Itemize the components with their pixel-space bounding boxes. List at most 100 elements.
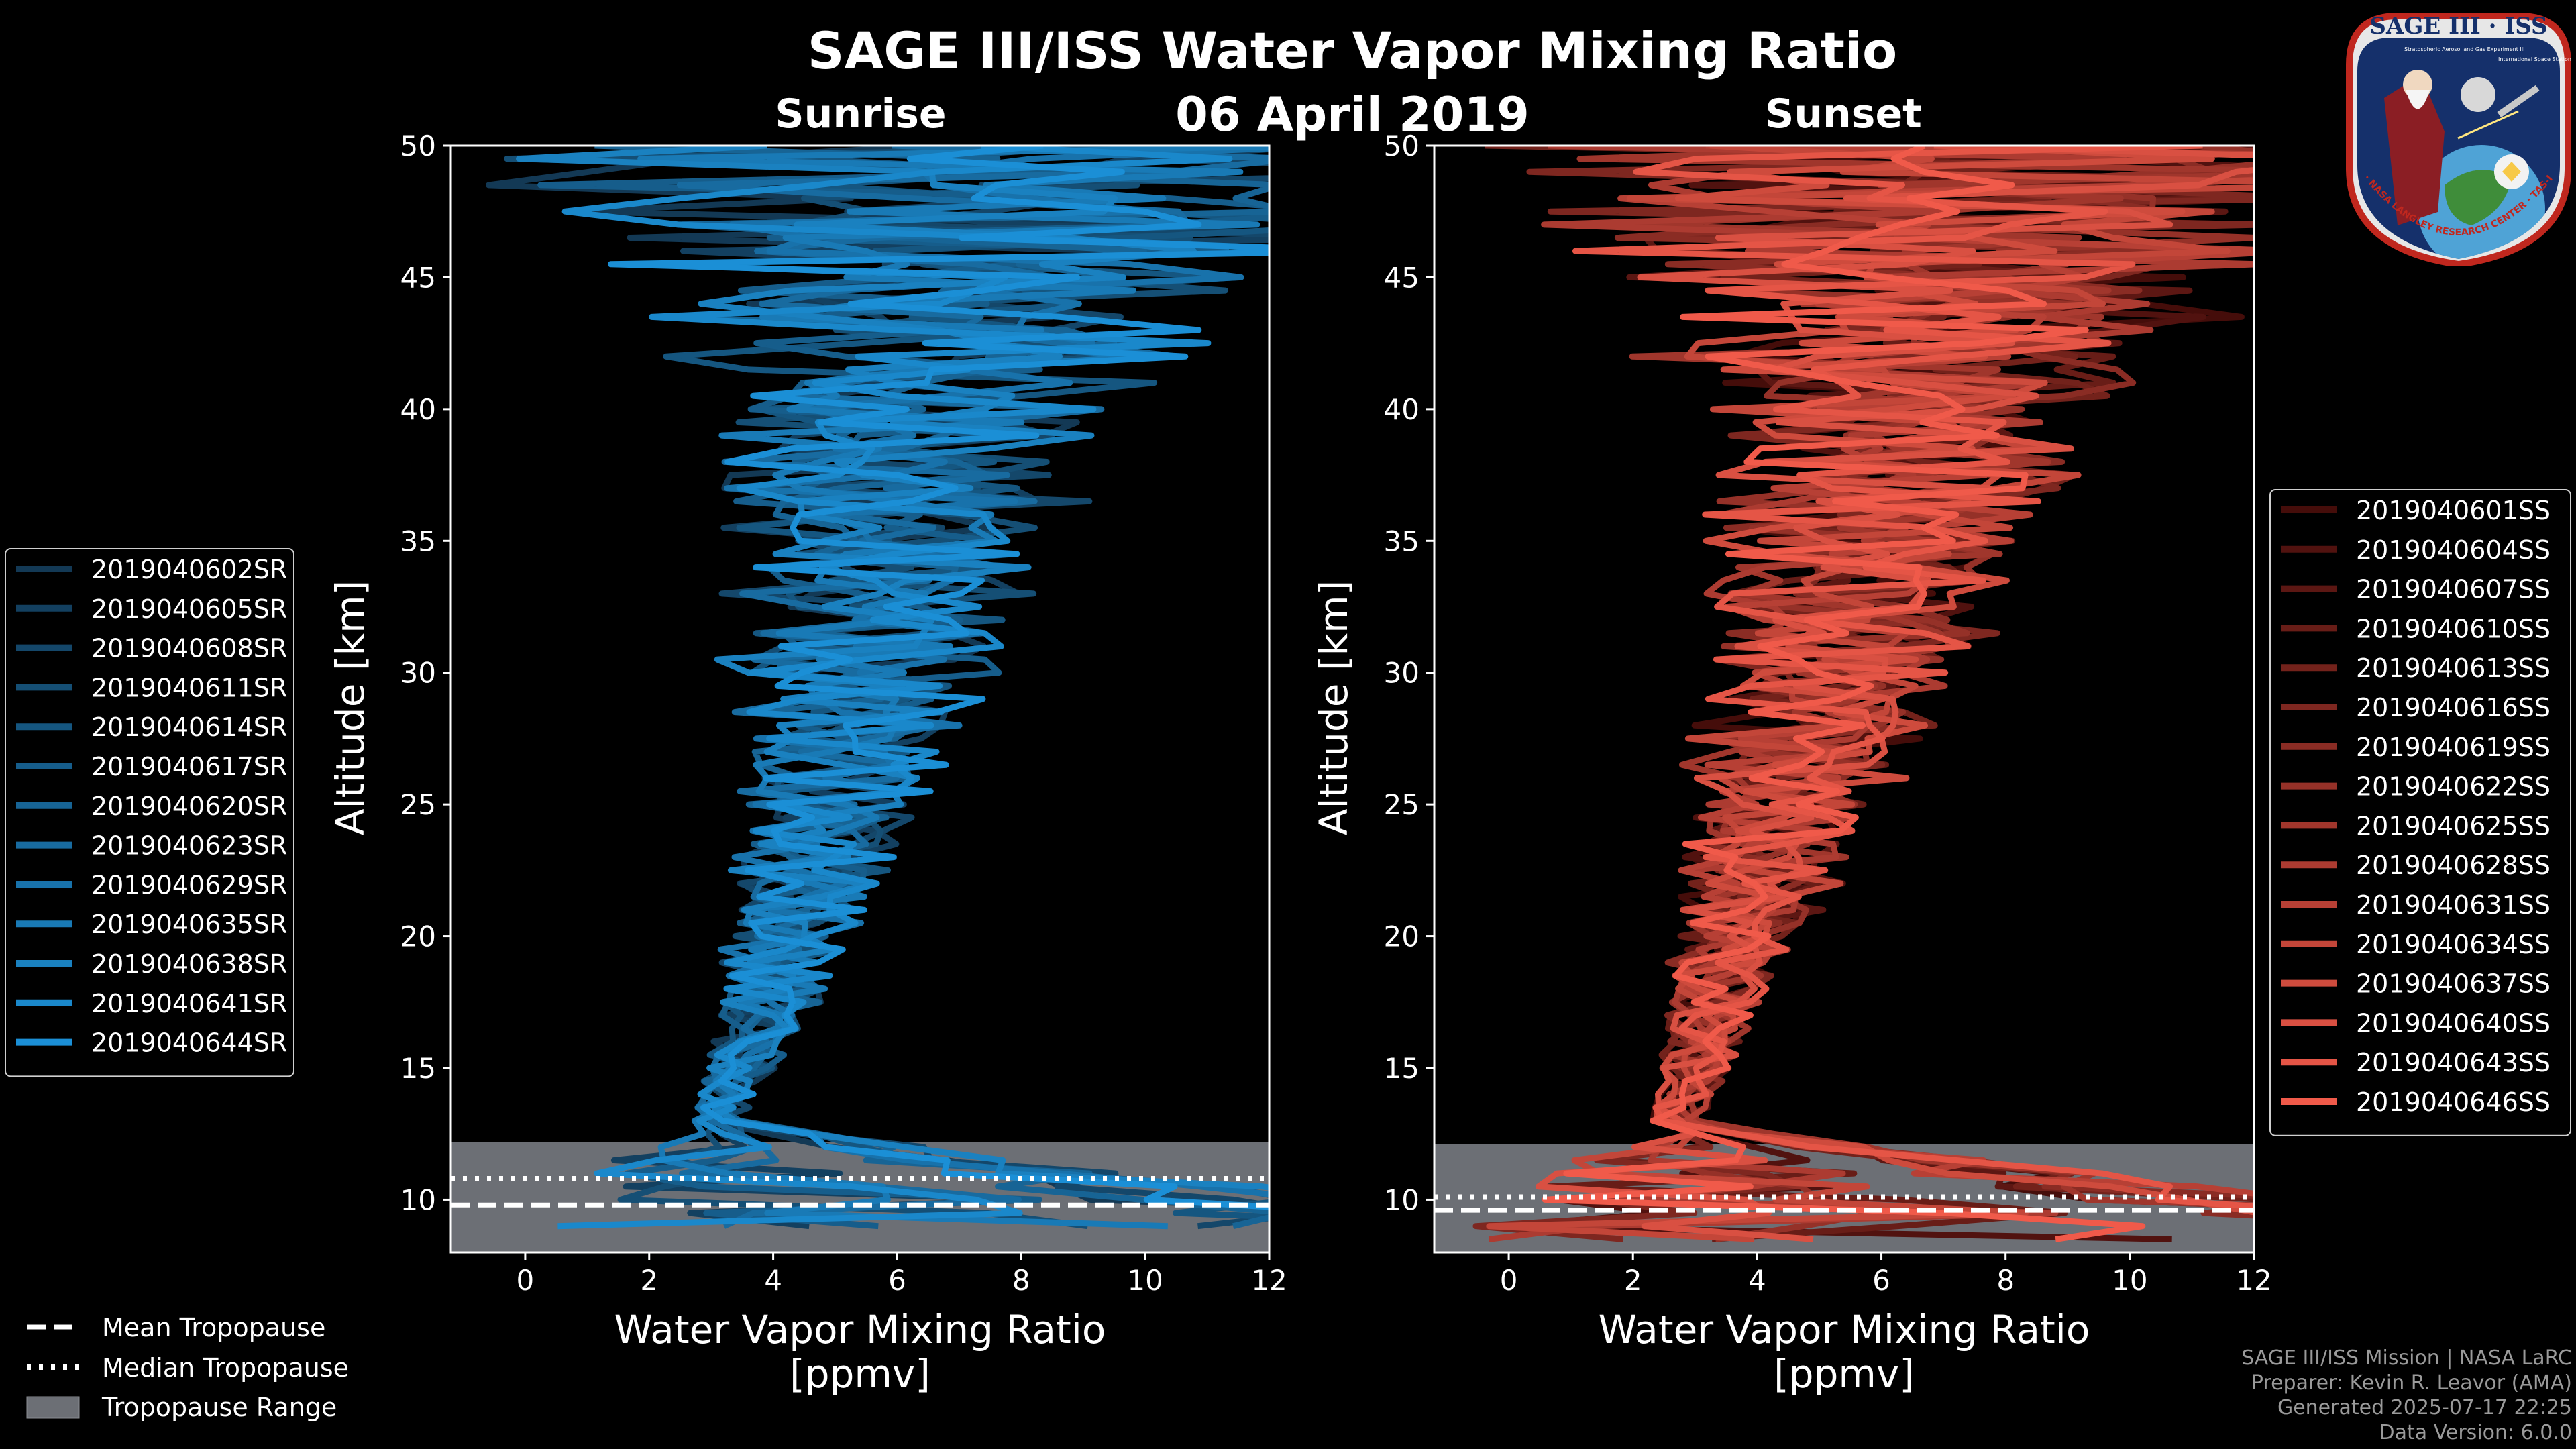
legend-entry-2019040628SS: 2019040628SS [2356, 851, 2551, 880]
median-tropopause-label: Median Tropopause [102, 1353, 349, 1383]
panel-title: Sunrise [775, 91, 946, 138]
legend-entry-2019040644SR: 2019040644SR [91, 1028, 287, 1058]
legend-entry-2019040623SR: 2019040623SR [91, 831, 287, 861]
y-tick-label: 10 [400, 1183, 436, 1216]
y-tick-label: 10 [1384, 1183, 1419, 1216]
legend-entry-2019040616SS: 2019040616SS [2356, 693, 2551, 722]
x-tick-label: 6 [1872, 1264, 1890, 1297]
svg-text:SAGE III · ISS: SAGE III · ISS [2369, 13, 2547, 40]
x-tick-label: 10 [1127, 1264, 1163, 1297]
x-tick-label: 12 [2236, 1264, 2271, 1297]
figure-date: 06 April 2019 [1175, 87, 1529, 142]
legend-entry-2019040625SS: 2019040625SS [2356, 811, 2551, 841]
x-tick-label: 12 [1251, 1264, 1287, 1297]
x-tick-label: 8 [1012, 1264, 1030, 1297]
x-tick-label: 0 [517, 1264, 535, 1297]
x-axis-label: [ppmv] [1774, 1351, 1915, 1397]
sunrise-panel: 0 2 4 6 8 10 12 10 15 20 25 30 35 40 45 50 Sunrise Water … [327, 91, 1287, 1397]
mean-tropopause-label: Mean Tropopause [102, 1313, 325, 1342]
footer-generated: Generated 2025-07-17 22:25 [2277, 1396, 2572, 1419]
legend-entry-2019040619SS: 2019040619SS [2356, 733, 2551, 762]
y-tick-label: 40 [1384, 393, 1419, 426]
figure-title: SAGE III/ISS Water Vapor Mixing Ratio [808, 21, 1898, 80]
legend-entry-2019040610SS: 2019040610SS [2356, 614, 2551, 643]
x-axis-label: Water Vapor Mixing Ratio [614, 1307, 1106, 1352]
legend-entry-2019040638SR: 2019040638SR [91, 949, 287, 979]
axes-frame [1433, 144, 2255, 1254]
legend-entry-2019040602SR: 2019040602SR [91, 555, 287, 584]
y-tick-label: 40 [400, 393, 436, 426]
y-tick-label: 25 [1384, 788, 1419, 821]
y-tick-label: 35 [400, 525, 436, 557]
sunset-legend: 2019040601SS 2019040604SS 2019040607SS 2019… [2269, 489, 2571, 1136]
y-tick-label: 50 [400, 129, 436, 162]
legend-entry-2019040617SR: 2019040617SR [91, 752, 287, 782]
legend-entry-2019040622SS: 2019040622SS [2356, 772, 2551, 802]
legend-entry-2019040604SS: 2019040604SS [2356, 535, 2551, 565]
sunset-panel: 0 2 4 6 8 10 12 10 15 20 25 30 35 40 45 50 Sunset Water V… [1311, 91, 2272, 1397]
x-tick-label: 2 [1624, 1264, 1642, 1297]
x-tick-label: 2 [640, 1264, 658, 1297]
panel-title: Sunset [1765, 91, 1922, 138]
legend-entry-2019040608SR: 2019040608SR [91, 634, 287, 663]
footer-mission: SAGE III/ISS Mission | NASA LaRC [2241, 1346, 2572, 1370]
y-tick-label: 30 [1384, 657, 1419, 690]
legend-entry-2019040637SS: 2019040637SS [2356, 969, 2551, 999]
profile-2019040641SR [557, 146, 1269, 1230]
legend-entry-2019040601SS: 2019040601SS [2356, 496, 2551, 525]
y-tick-label: 35 [1384, 525, 1419, 557]
legend-entry-2019040641SR: 2019040641SR [91, 989, 287, 1018]
svg-text:International Space Station: International Space Station [2498, 56, 2571, 62]
profile-2019040646SS [1542, 146, 2146, 1242]
y-tick-label: 15 [1384, 1052, 1419, 1085]
profile-2019040644SR [607, 146, 1269, 1210]
svg-text:Stratospheric Aerosol and Gas: Stratospheric Aerosol and Gas Experiment… [2404, 46, 2524, 52]
sage-iii-iss-mission-logo: SAGE III · ISS Stratospheric Aerosol and… [2344, 11, 2571, 266]
plot-area [451, 146, 1269, 1252]
y-tick-label: 30 [400, 657, 436, 690]
tropopause-range-label: Tropopause Range [101, 1393, 337, 1422]
y-tick-label: 50 [1384, 129, 1419, 162]
x-tick-label: 10 [2112, 1264, 2147, 1297]
y-tick-label: 45 [1384, 261, 1419, 294]
tropopause-range-swatch [26, 1396, 80, 1419]
y-tick-label: 25 [400, 788, 436, 821]
legend-entry-2019040605SR: 2019040605SR [91, 594, 287, 624]
profile-2019040634SS [1486, 146, 2254, 1242]
legend-entry-2019040611SR: 2019040611SR [91, 673, 287, 702]
y-axis-label: Altitude [km] [1311, 580, 1356, 835]
footer-version: Data Version: 6.0.0 [2379, 1421, 2572, 1444]
x-tick-label: 0 [1500, 1264, 1518, 1297]
legend-entry-2019040620SR: 2019040620SR [91, 792, 287, 821]
y-tick-label: 20 [1384, 920, 1419, 953]
legend-entry-2019040640SS: 2019040640SS [2356, 1008, 2551, 1038]
x-axis-label: Water Vapor Mixing Ratio [1599, 1307, 2090, 1352]
x-tick-label: 4 [1748, 1264, 1766, 1297]
footer-preparer: Preparer: Kevin R. Leavor (AMA) [2251, 1371, 2572, 1395]
legend-entry-2019040629SR: 2019040629SR [91, 870, 287, 900]
x-tick-label: 8 [1996, 1264, 2015, 1297]
x-tick-label: 6 [888, 1264, 906, 1297]
legend-entry-2019040613SS: 2019040613SS [2356, 653, 2551, 683]
y-tick-label: 20 [400, 920, 436, 953]
tropopause-legend: Mean Tropopause Median Tropopause Tropop… [26, 1313, 349, 1422]
x-tick-label: 4 [764, 1264, 782, 1297]
legend-entry-2019040635SR: 2019040635SR [91, 910, 287, 939]
plot-area [1434, 146, 2254, 1252]
legend-entry-2019040634SS: 2019040634SS [2356, 930, 2551, 959]
y-tick-label: 45 [400, 261, 436, 294]
y-axis-label: Altitude [km] [327, 580, 373, 835]
legend-entry-2019040643SS: 2019040643SS [2356, 1048, 2551, 1077]
profile-2019040643SS [1572, 146, 2254, 1210]
x-axis-label: [ppmv] [790, 1351, 930, 1397]
legend-box [5, 548, 294, 1077]
legend-entry-2019040607SS: 2019040607SS [2356, 575, 2551, 604]
legend-entry-2019040646SS: 2019040646SS [2356, 1087, 2551, 1117]
legend-box [2269, 489, 2571, 1136]
y-tick-label: 15 [400, 1052, 436, 1085]
legend-entry-2019040614SR: 2019040614SR [91, 712, 287, 742]
footer-credits: SAGE III/ISS Mission | NASA LaRC Prepare… [2241, 1346, 2572, 1445]
sunrise-legend: 2019040602SR 2019040605SR 2019040608SR 2019… [5, 548, 294, 1077]
legend-entry-2019040631SS: 2019040631SS [2356, 890, 2551, 920]
